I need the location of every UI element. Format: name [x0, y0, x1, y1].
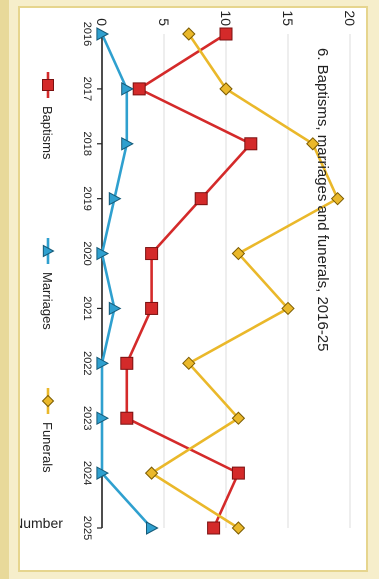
marriages-line [100, 33, 153, 529]
marriages-point-2016 [96, 27, 110, 41]
baptisms-point-2023 [120, 411, 134, 425]
baptisms-point-2021 [145, 301, 159, 315]
rotated-chart-group: 0 5 10 15 20 2016 2017 2018 2019 2020 2021 2022 2023… [20, 10, 358, 540]
legend-baptisms-label: Baptisms [40, 106, 55, 160]
x-tick-label-2023: 2023 [81, 406, 93, 430]
x-tick-label-2025: 2025 [81, 516, 93, 540]
y-tick-label-20: 20 [342, 10, 358, 26]
x-tick-label-2024: 2024 [81, 461, 93, 485]
baptisms-point-2018 [244, 137, 258, 151]
legend: Baptisms Marriages Funerals [40, 72, 55, 473]
x-tick-label-2019: 2019 [81, 186, 93, 210]
funerals-point-2019 [330, 191, 345, 206]
marriages-point-2021 [108, 301, 122, 316]
x-tick-label-2021: 2021 [81, 296, 93, 320]
y-tick-label-15: 15 [280, 10, 296, 26]
x-tick-label-2020: 2020 [81, 241, 93, 265]
x-tick-label-2017: 2017 [81, 77, 93, 101]
legend-funerals-swatch-marker [41, 394, 55, 408]
baptisms-point-2017 [132, 82, 146, 96]
baptisms-point-2020 [145, 247, 159, 261]
legend-baptisms-swatch-marker [42, 79, 54, 91]
marriages-point-2023 [96, 411, 110, 426]
y-axis-label: Number [20, 515, 63, 531]
legend-funerals-label: Funerals [40, 422, 55, 473]
y-tick-label-5: 5 [156, 18, 172, 26]
x-tick-label-2018: 2018 [81, 132, 93, 156]
funerals-point-2017 [219, 82, 233, 96]
baptisms-line [125, 32, 253, 529]
funerals-point-2021 [281, 301, 295, 316]
chart-title: 6. Baptisms, marriages and funerals, 201… [314, 48, 331, 352]
axes: 0 5 10 15 20 2016 2017 2018 2019 2020 2021 2022 2023… [81, 10, 358, 540]
legend-marriages-swatch-marker [42, 244, 55, 258]
funerals-line [150, 33, 339, 530]
marriages-point-2017 [121, 82, 134, 96]
funerals-point-2018 [306, 137, 320, 151]
marriages-point-2020 [96, 246, 110, 261]
chart-frame: 0 5 10 15 20 2016 2017 2018 2019 2020 2021 2022 2023… [18, 6, 368, 572]
baptisms-point-2016 [219, 27, 233, 41]
baptisms-point-2022 [120, 356, 134, 370]
funerals-point-2020 [231, 246, 246, 261]
funerals-point-2022 [182, 356, 196, 371]
funerals-point-2024 [144, 466, 159, 480]
series-markers [96, 27, 345, 535]
baptisms-point-2024 [231, 466, 245, 480]
legend-marriages-label: Marriages [40, 272, 55, 330]
baptisms-point-2019 [194, 192, 208, 206]
funerals-point-2016 [182, 27, 196, 41]
funerals-point-2023 [231, 411, 246, 425]
chart-svg: 0 5 10 15 20 2016 2017 2018 2019 2020 2021 2022 2023… [20, 10, 358, 540]
marriages-point-2024 [96, 466, 110, 480]
marriages-point-2018 [121, 136, 134, 151]
marriages-point-2025 [146, 521, 159, 535]
series-lines [100, 32, 339, 530]
y-tick-label-10: 10 [218, 10, 234, 26]
marriages-point-2019 [108, 191, 122, 206]
grid [163, 34, 351, 528]
left-margin-stripe [0, 0, 9, 579]
marriages-point-2022 [96, 356, 110, 371]
x-tick-label-2016: 2016 [81, 22, 93, 46]
baptisms-point-2025 [207, 521, 221, 535]
funerals-point-2025 [231, 521, 246, 535]
y-tick-label-0: 0 [94, 18, 110, 26]
x-tick-label-2022: 2022 [81, 351, 93, 375]
